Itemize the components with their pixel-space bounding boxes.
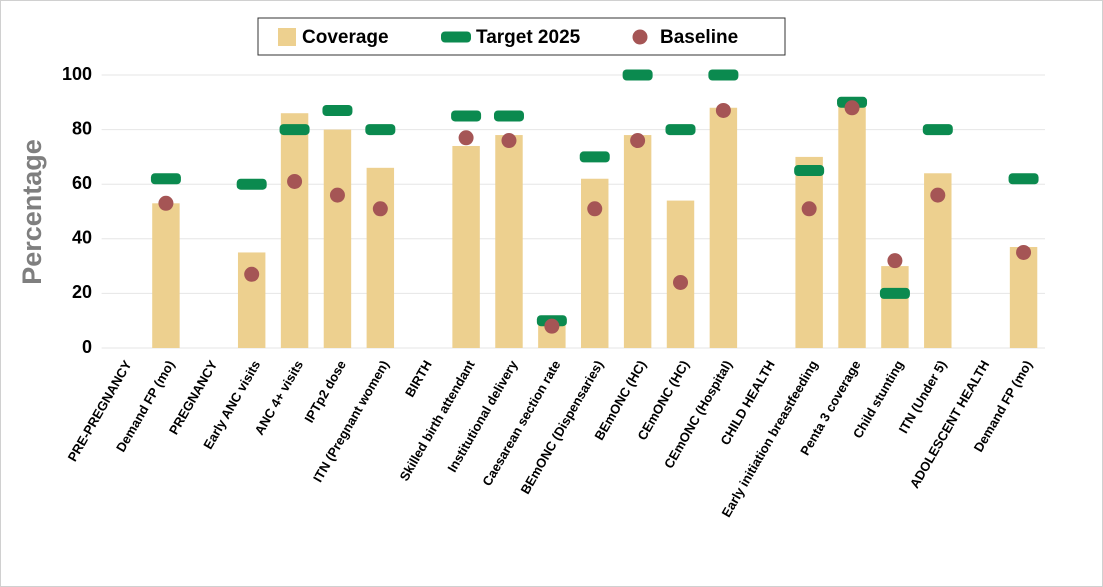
target-mark	[493, 110, 524, 122]
baseline-dot	[673, 274, 689, 290]
bar	[366, 167, 395, 348]
baseline-dot	[287, 173, 303, 189]
target-mark	[322, 104, 353, 116]
baseline-dot	[801, 201, 817, 217]
baseline-dot	[844, 100, 860, 116]
baseline-dot	[329, 187, 345, 203]
bar	[623, 135, 652, 348]
bar	[495, 135, 523, 348]
bar	[881, 266, 909, 348]
y-tick-label: 20	[72, 282, 92, 302]
target-mark	[922, 124, 953, 136]
y-axis-label: Percentage	[17, 139, 47, 285]
target-mark	[150, 173, 181, 185]
baseline-dot	[1016, 244, 1032, 260]
legend-label: Target 2025	[476, 27, 581, 48]
target-mark	[708, 69, 739, 81]
bar	[1009, 246, 1038, 348]
baseline-dot	[158, 195, 174, 211]
baseline-dot	[630, 133, 646, 149]
baseline-dot	[372, 201, 388, 217]
target-mark	[365, 124, 396, 136]
bar	[323, 129, 352, 348]
bar	[280, 113, 309, 348]
baseline-dot	[587, 201, 603, 217]
y-tick-label: 100	[62, 64, 92, 84]
y-tick-label: 60	[72, 173, 92, 193]
legend-swatch	[278, 28, 296, 46]
baseline-dot	[458, 130, 474, 146]
target-mark	[279, 124, 310, 136]
bar	[666, 200, 695, 348]
legend-label: Baseline	[660, 27, 738, 48]
bar	[795, 156, 823, 348]
target-mark	[236, 178, 267, 190]
baseline-dot	[501, 133, 517, 149]
target-mark	[622, 69, 653, 81]
target-mark	[879, 287, 910, 299]
bar	[709, 107, 738, 348]
legend-label: Coverage	[302, 27, 389, 48]
baseline-dot	[715, 102, 731, 118]
legend-swatch	[632, 29, 648, 45]
y-tick-label: 40	[72, 228, 92, 248]
target-mark	[1008, 173, 1039, 185]
baseline-dot	[544, 318, 560, 334]
y-tick-label: 0	[82, 337, 92, 357]
bar	[452, 145, 480, 348]
y-tick-label: 80	[72, 118, 92, 138]
target-mark	[794, 165, 825, 177]
target-mark	[665, 124, 696, 136]
baseline-dot	[930, 187, 946, 203]
bar	[237, 252, 266, 348]
bar	[152, 203, 180, 348]
baseline-dot	[244, 266, 260, 282]
legend-swatch	[441, 31, 471, 43]
bar	[838, 102, 866, 348]
legend-box	[257, 17, 786, 56]
target-mark	[451, 110, 482, 122]
target-mark	[579, 151, 610, 163]
baseline-dot	[887, 253, 903, 269]
